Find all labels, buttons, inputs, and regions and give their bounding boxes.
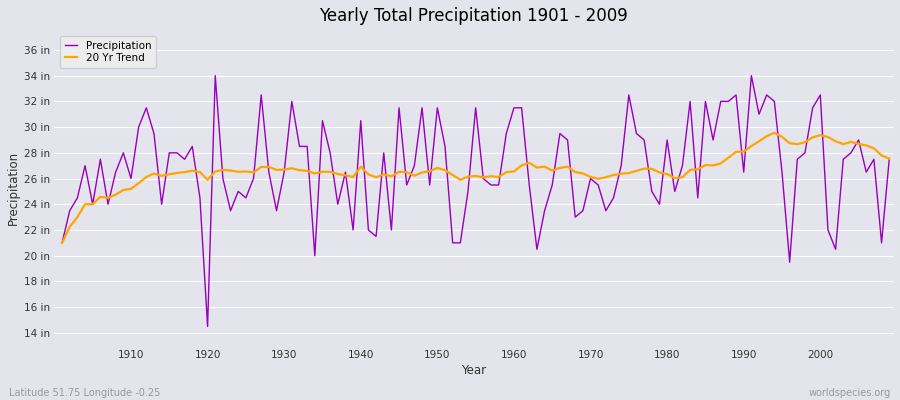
20 Yr Trend — [57, 240, 68, 245]
Precipitation — [202, 324, 213, 329]
Legend: Precipitation, 20 Yr Trend: Precipitation, 20 Yr Trend — [59, 36, 157, 68]
Precipitation — [118, 150, 129, 155]
Precipitation — [884, 157, 895, 162]
Precipitation — [57, 240, 68, 245]
Title: Yearly Total Precipitation 1901 - 2009: Yearly Total Precipitation 1901 - 2009 — [320, 7, 628, 25]
Precipitation — [302, 144, 312, 149]
Line: 20 Yr Trend: 20 Yr Trend — [62, 133, 889, 243]
Text: Latitude 51.75 Longitude -0.25: Latitude 51.75 Longitude -0.25 — [9, 388, 160, 398]
Precipitation — [517, 106, 527, 110]
Precipitation — [210, 73, 220, 78]
20 Yr Trend — [286, 166, 297, 171]
20 Yr Trend — [118, 188, 129, 192]
Precipitation — [347, 228, 358, 232]
20 Yr Trend — [501, 170, 512, 174]
20 Yr Trend — [884, 156, 895, 161]
Text: worldspecies.org: worldspecies.org — [809, 388, 891, 398]
X-axis label: Year: Year — [461, 364, 486, 377]
Line: Precipitation: Precipitation — [62, 76, 889, 326]
Y-axis label: Precipitation: Precipitation — [7, 151, 20, 225]
Precipitation — [616, 163, 626, 168]
20 Yr Trend — [508, 169, 519, 174]
20 Yr Trend — [332, 172, 343, 176]
Precipitation — [524, 182, 535, 187]
20 Yr Trend — [600, 175, 611, 180]
20 Yr Trend — [769, 130, 779, 135]
